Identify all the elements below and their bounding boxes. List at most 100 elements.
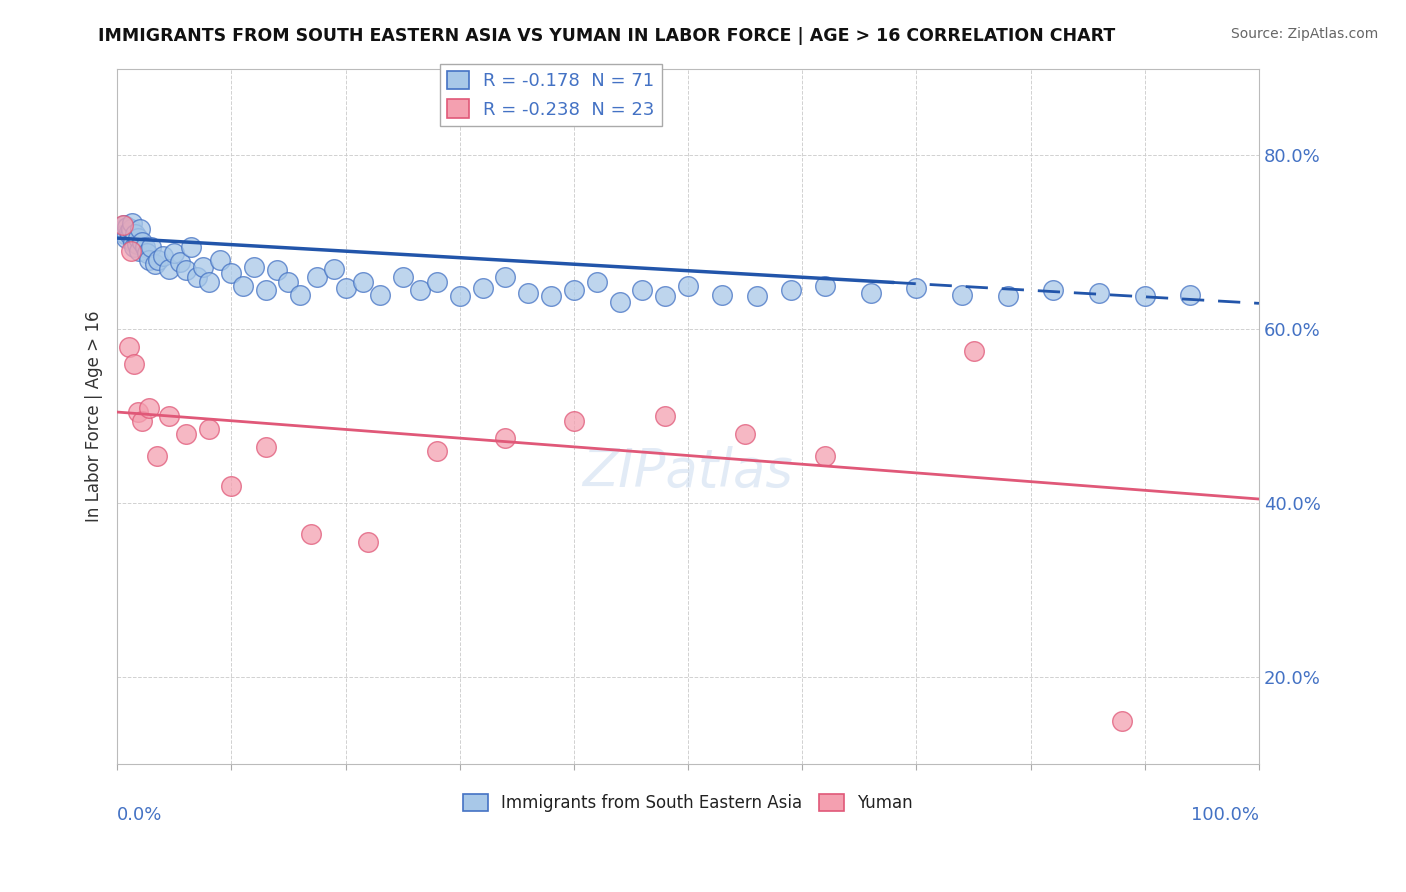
Point (111, 222, 134, 236)
Point (127, 405, 149, 419)
Point (426, 275, 449, 289)
Point (191, 260, 214, 274)
Point (148, 252, 170, 267)
Point (127, 231, 149, 245)
Y-axis label: In Labor Force | Age > 16: In Labor Force | Age > 16 (86, 310, 103, 522)
Point (124, 357, 146, 371)
Point (734, 426, 756, 441)
Point (111, 218, 134, 232)
Point (517, 285, 540, 300)
Point (962, 344, 984, 359)
Point (277, 275, 299, 289)
Point (426, 444, 449, 458)
Point (152, 248, 174, 262)
Point (585, 275, 607, 289)
Point (266, 263, 288, 277)
Point (352, 275, 374, 289)
Point (288, 287, 311, 301)
Text: 100.0%: 100.0% (1191, 806, 1258, 824)
Point (129, 222, 152, 236)
Point (254, 440, 277, 454)
Point (335, 281, 357, 295)
Point (131, 235, 153, 250)
Point (299, 526, 322, 541)
Point (654, 289, 676, 303)
Point (141, 240, 163, 254)
Point (305, 270, 328, 285)
Legend: Immigrants from South Eastern Asia, Yuman: Immigrants from South Eastern Asia, Yuma… (457, 787, 920, 819)
Point (609, 294, 631, 309)
Text: IMMIGRANTS FROM SOUTH EASTERN ASIA VS YUMAN IN LABOR FORCE | AGE > 16 CORRELATIO: IMMIGRANTS FROM SOUTH EASTERN ASIA VS YU… (98, 27, 1116, 45)
Point (243, 260, 266, 274)
Point (197, 275, 219, 289)
Point (1042, 283, 1064, 297)
Point (631, 283, 654, 297)
Point (997, 289, 1019, 303)
Point (128, 244, 150, 259)
Point (950, 287, 973, 301)
Point (197, 422, 219, 436)
Point (1088, 285, 1111, 300)
Point (232, 279, 254, 293)
Point (118, 228, 141, 243)
Point (131, 414, 153, 428)
Point (186, 270, 208, 285)
Point (221, 266, 243, 280)
Point (562, 283, 585, 297)
Point (449, 289, 471, 303)
Point (124, 240, 146, 254)
Point (135, 246, 157, 260)
Point (208, 252, 231, 267)
Point (117, 225, 139, 239)
Point (368, 287, 391, 301)
Point (905, 281, 928, 295)
Point (157, 409, 180, 424)
Point (125, 237, 148, 252)
Point (779, 283, 801, 297)
Point (745, 289, 768, 303)
Point (138, 401, 160, 415)
Point (676, 279, 699, 293)
Point (115, 231, 138, 245)
Point (120, 222, 142, 236)
Point (859, 285, 882, 300)
Point (134, 240, 156, 254)
Point (157, 261, 180, 276)
Point (114, 227, 136, 241)
Point (323, 261, 346, 276)
Point (1111, 714, 1133, 728)
Point (169, 254, 191, 268)
Point (540, 289, 562, 303)
Point (138, 252, 160, 267)
Point (814, 279, 837, 293)
Point (1180, 287, 1202, 301)
Point (562, 414, 585, 428)
Text: ZIPatlas: ZIPatlas (582, 446, 793, 498)
Text: 0.0%: 0.0% (117, 806, 163, 824)
Point (254, 283, 277, 297)
Text: Source: ZipAtlas.com: Source: ZipAtlas.com (1230, 27, 1378, 41)
Point (357, 535, 380, 549)
Point (1133, 289, 1156, 303)
Point (494, 270, 516, 285)
Point (494, 431, 516, 445)
Point (814, 449, 837, 463)
Point (221, 479, 243, 493)
Point (409, 283, 432, 297)
Point (471, 281, 494, 295)
Point (124, 227, 146, 241)
Point (121, 216, 143, 230)
Point (143, 257, 166, 271)
Point (117, 219, 139, 234)
Point (146, 449, 169, 463)
Point (122, 235, 145, 250)
Point (180, 240, 202, 254)
Point (711, 287, 734, 301)
Point (391, 270, 413, 285)
Point (120, 244, 142, 259)
Point (112, 218, 135, 232)
Point (174, 426, 197, 441)
Point (174, 263, 197, 277)
Point (163, 246, 186, 260)
Point (117, 340, 139, 354)
